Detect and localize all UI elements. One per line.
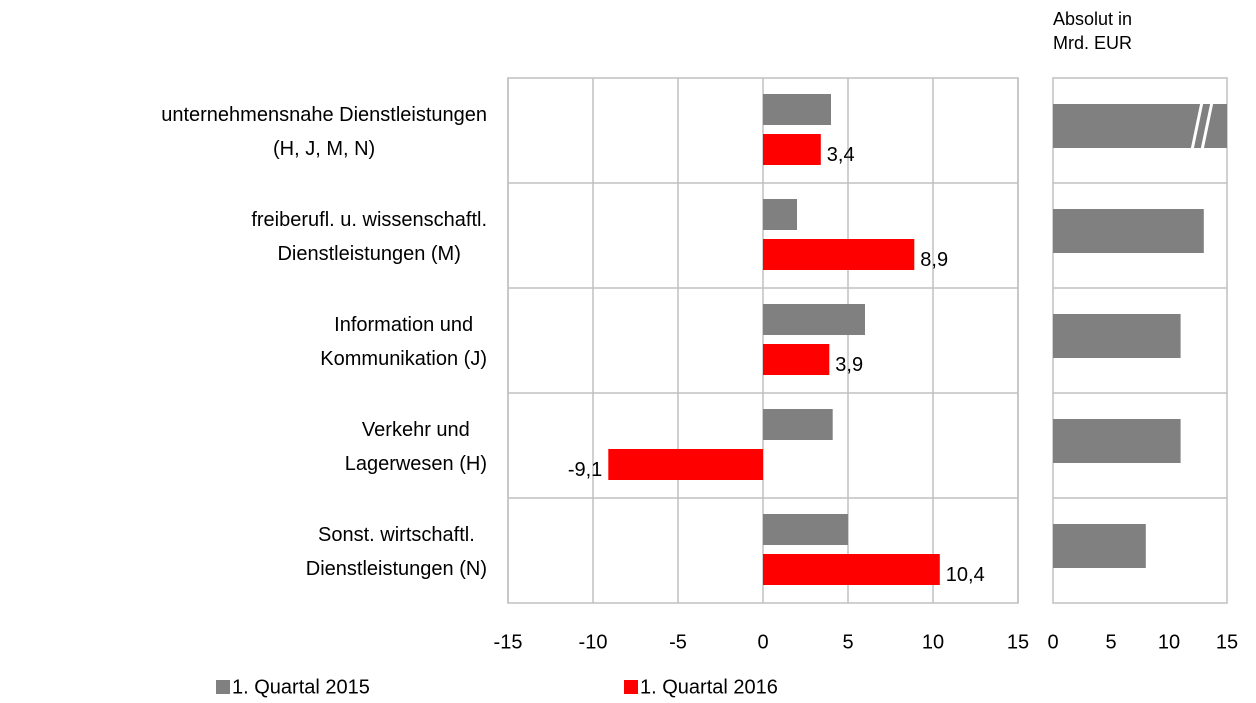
legend: 1. Quartal 2015 1. Quartal 2016 [216,676,778,698]
axis-break [1200,101,1214,151]
x-tick-label: 10 [922,631,944,653]
bar [763,239,915,270]
bar [763,344,830,375]
legend-swatch [624,680,638,694]
bar [763,199,797,230]
x-tick-label: 15 [1216,631,1238,653]
category-label: freiberufl. u. wissenschaftl. Dienstleist… [251,209,487,265]
main-panel: -15 -10 -5 0 5 10 15 unternehmensnahe Dienstlei… [161,77,1029,653]
x-tick-label: -15 [494,631,523,653]
legend-swatch [216,680,230,694]
category-line: Kommunikation (J) [320,348,487,370]
bar [1053,104,1227,148]
bar [1053,209,1204,253]
x-tick-label: -5 [669,631,687,653]
axis-break [1190,101,1204,151]
category-label: Sonst. wirtschaftl. Dienstleistungen (N) [306,524,487,580]
bar [763,304,865,335]
x-tick-label: 15 [1007,631,1029,653]
value-label: 3,4 [827,144,855,166]
absolute-bars [1053,101,1227,568]
legend-label: 1. Quartal 2016 [640,676,778,698]
category-line: Sonst. wirtschaftl. [318,524,475,546]
bar [763,94,831,125]
value-label: 8,9 [920,249,948,271]
category-line: Dienstleistungen (M) [277,243,460,265]
x-tick-label: 5 [842,631,853,653]
category-line: Lagerwesen (H) [345,453,487,475]
panel-title: Absolut in [1053,9,1132,29]
category-line: (H, J, M, N) [273,138,375,160]
value-label: -9,1 [568,459,602,481]
x-tick-label: 0 [1047,631,1058,653]
bar [608,449,763,480]
category-line: Verkehr und [362,419,470,441]
bar [1053,314,1181,358]
plot-border [507,77,1019,604]
category-line: Information und [334,314,473,336]
bar [763,134,821,165]
legend-label: 1. Quartal 2015 [232,676,370,698]
category-line: freiberufl. u. wissenschaftl. [251,209,487,231]
category-label: Information und Kommunikation (J) [320,314,487,370]
x-tick-label: -10 [579,631,608,653]
category-line: unternehmensnahe Dienstleistungen [161,104,487,126]
category-label: Verkehr und Lagerwesen (H) [345,419,487,475]
panel-title: Mrd. EUR [1053,33,1132,53]
x-tick-label: 5 [1105,631,1116,653]
bar [1053,419,1181,463]
x-tick-label: 0 [757,631,768,653]
value-label: 3,9 [835,354,863,376]
category-label: unternehmensnahe Dienstleistungen (H, J, … [161,104,487,160]
bar [763,554,940,585]
value-label: 10,4 [946,564,985,586]
x-tick-label: 10 [1158,631,1180,653]
bar [763,514,848,545]
bar [1053,524,1146,568]
bar [763,409,833,440]
category-line: Dienstleistungen (N) [306,558,487,580]
